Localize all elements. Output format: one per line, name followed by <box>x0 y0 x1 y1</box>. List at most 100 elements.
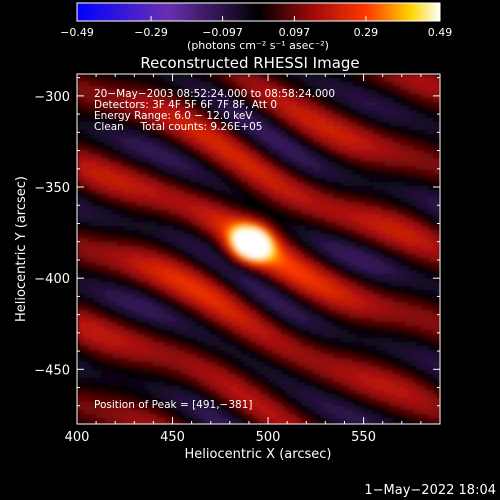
heatmap-cell <box>153 206 158 211</box>
heatmap-cell <box>369 246 374 251</box>
heatmap-cell <box>101 290 106 295</box>
heatmap-cell <box>233 178 238 183</box>
heatmap-cell <box>333 222 338 227</box>
heatmap-cell <box>337 154 342 159</box>
heatmap-cell <box>277 134 282 139</box>
heatmap-cell <box>197 282 202 287</box>
heatmap-cell <box>117 90 122 95</box>
heatmap-cell <box>285 126 290 131</box>
heatmap-cell <box>401 166 406 171</box>
heatmap-cell <box>177 234 182 239</box>
heatmap-cell <box>297 138 302 143</box>
heatmap-cell <box>393 210 398 215</box>
heatmap-cell <box>77 190 82 195</box>
heatmap-cell <box>349 130 354 135</box>
heatmap-cell <box>277 218 282 223</box>
heatmap-cell <box>253 222 258 227</box>
heatmap-cell <box>325 210 330 215</box>
heatmap-cell <box>229 286 234 291</box>
heatmap-cell <box>365 226 370 231</box>
heatmap-cell <box>133 202 138 207</box>
heatmap-cell <box>133 150 138 155</box>
heatmap-cell <box>281 230 286 235</box>
heatmap-cell <box>397 218 402 223</box>
heatmap-cell <box>113 78 118 83</box>
heatmap-cell <box>417 206 422 211</box>
heatmap-cell <box>217 186 222 191</box>
heatmap-cell <box>437 102 440 107</box>
heatmap-cell <box>337 274 342 279</box>
heatmap-cell <box>301 254 306 259</box>
heatmap-cell <box>361 214 366 219</box>
heatmap-cell <box>169 222 174 227</box>
heatmap-cell <box>169 98 174 103</box>
heatmap-cell <box>405 270 410 275</box>
heatmap-cell <box>337 234 342 239</box>
heatmap-cell <box>157 250 162 255</box>
heatmap-cell <box>173 134 178 139</box>
heatmap-cell <box>341 114 346 119</box>
heatmap-cell <box>301 82 306 87</box>
heatmap-cell <box>169 74 174 79</box>
heatmap-cell <box>265 190 270 195</box>
heatmap-cell <box>217 78 222 83</box>
heatmap-cell <box>161 198 166 203</box>
heatmap-cell <box>129 218 134 223</box>
heatmap-cell <box>217 102 222 107</box>
heatmap-cell <box>113 138 118 143</box>
heatmap-cell <box>337 278 342 283</box>
heatmap-cell <box>217 122 222 127</box>
heatmap-cell <box>105 86 110 91</box>
heatmap-cell <box>97 186 102 191</box>
heatmap-cell <box>145 134 150 139</box>
heatmap-cell <box>109 130 114 135</box>
heatmap-cell <box>417 82 422 87</box>
heatmap-cell <box>349 178 354 183</box>
heatmap-cell <box>113 258 118 263</box>
heatmap-cell <box>125 226 130 231</box>
heatmap-cell <box>277 154 282 159</box>
heatmap-cell <box>197 198 202 203</box>
heatmap-cell <box>305 182 310 187</box>
heatmap-cell <box>373 94 378 99</box>
heatmap-cell <box>369 134 374 139</box>
heatmap-cell <box>289 166 294 171</box>
heatmap-cell <box>285 150 290 155</box>
heatmap-cell <box>101 178 106 183</box>
heatmap-cell <box>153 226 158 231</box>
heatmap-cell <box>437 198 440 203</box>
heatmap-cell <box>233 262 238 267</box>
heatmap-cell <box>373 146 378 151</box>
heatmap-cell <box>81 230 86 235</box>
heatmap-cell <box>221 206 226 211</box>
heatmap-cell <box>205 186 210 191</box>
heatmap-cell <box>269 290 274 295</box>
heatmap-cell <box>245 162 250 167</box>
heatmap-cell <box>333 258 338 263</box>
heatmap-cell <box>333 262 338 267</box>
heatmap-cell <box>165 222 170 227</box>
heatmap-cell <box>153 150 158 155</box>
heatmap-cell <box>433 286 438 291</box>
heatmap-cell <box>269 238 274 243</box>
heatmap-cell <box>317 134 322 139</box>
heatmap-cell <box>117 118 122 123</box>
heatmap-cell <box>309 134 314 139</box>
heatmap-cell <box>209 194 214 199</box>
heatmap-cell <box>353 126 358 131</box>
heatmap-cell <box>401 246 406 251</box>
heatmap-cell <box>317 286 322 291</box>
heatmap-cell <box>225 218 230 223</box>
heatmap-cell <box>417 130 422 135</box>
heatmap-cell <box>393 134 398 139</box>
heatmap-cell <box>217 286 222 291</box>
heatmap-cell <box>281 74 286 79</box>
heatmap-cell <box>437 74 440 79</box>
heatmap-cell <box>209 86 214 91</box>
heatmap-cell <box>205 190 210 195</box>
heatmap-cell <box>409 254 414 259</box>
heatmap-cell <box>353 182 358 187</box>
heatmap-cell <box>429 78 434 83</box>
heatmap-cell <box>261 194 266 199</box>
heatmap-cell <box>153 190 158 195</box>
